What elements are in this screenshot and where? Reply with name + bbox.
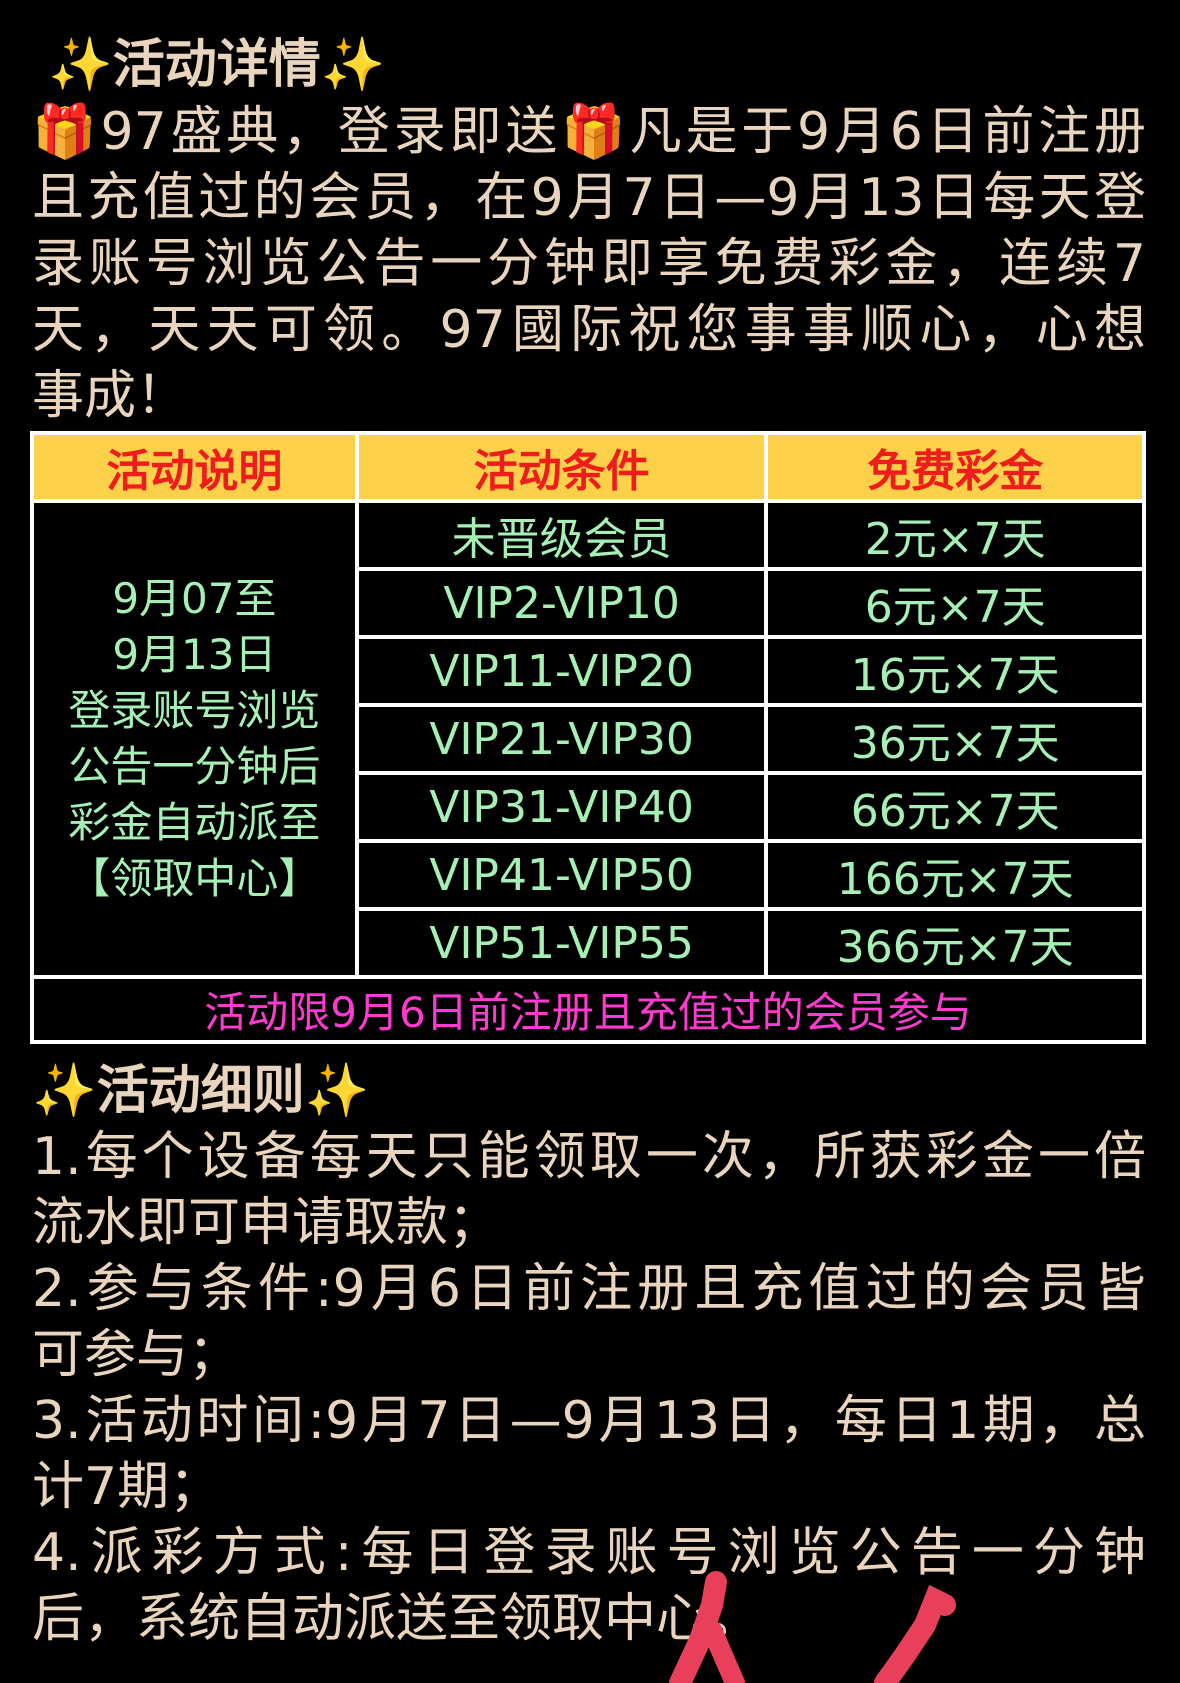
gift-icon: 🎁 bbox=[32, 102, 101, 162]
header-description: 活动说明 bbox=[30, 431, 359, 503]
table-row: VIP41-VIP50 166元×7天 bbox=[32, 839, 1146, 911]
section-title-rules: ✨活动细则✨ bbox=[32, 1061, 370, 1121]
table-header-row: 活动说明 活动条件 免费彩金 bbox=[30, 431, 1146, 503]
details-line: 天，天天可领。97國际祝您事事顺心，心想 bbox=[32, 300, 1146, 360]
details-line: 录账号浏览公告一分钟即享免费彩金，连续7 bbox=[32, 234, 1146, 294]
table-footer-row: 活动限9月6日前注册且充值过的会员参与 bbox=[30, 975, 1146, 1044]
sparkle-icon: ✨ bbox=[320, 35, 386, 95]
rule-line: 计7期； bbox=[32, 1457, 222, 1517]
table-row: VIP11-VIP20 16元×7天 bbox=[32, 635, 1146, 707]
condition-cell: VIP41-VIP50 bbox=[354, 839, 769, 911]
details-line: 事成！ bbox=[32, 366, 189, 426]
bonus-table: 活动说明 活动条件 免费彩金 9月07至 9月13日 登录账号浏览 公告一分钟后… bbox=[30, 431, 1146, 1044]
condition-cell: VIP2-VIP10 bbox=[354, 567, 769, 639]
description-cell: 9月07至 9月13日 登录账号浏览 公告一分钟后 彩金自动派至 【领取中心】 bbox=[30, 499, 359, 979]
table-row: VIP2-VIP10 6元×7天 bbox=[32, 567, 1146, 639]
condition-cell: VIP31-VIP40 bbox=[354, 771, 769, 843]
table-row: VIP51-VIP55 366元×7天 bbox=[32, 907, 1146, 979]
condition-cell: 未晋级会员 bbox=[354, 499, 769, 571]
condition-cell: VIP11-VIP20 bbox=[354, 635, 769, 707]
bonus-cell: 36元×7天 bbox=[764, 703, 1146, 775]
footer-note: 活动限9月6日前注册且充值过的会员参与 bbox=[30, 975, 1146, 1044]
sparkle-icon: ✨ bbox=[304, 1061, 370, 1121]
sparkle-icon: ✨ bbox=[48, 35, 113, 95]
bonus-cell: 6元×7天 bbox=[764, 567, 1146, 639]
rule-line: 流水即可申请取款； bbox=[32, 1193, 501, 1253]
rule-line: 4.派彩方式:每日登录账号浏览公告一分钟 bbox=[32, 1523, 1146, 1583]
condition-cell: VIP21-VIP30 bbox=[354, 703, 769, 775]
header-bonus: 免费彩金 bbox=[764, 431, 1146, 503]
gift-icon: 🎁 bbox=[561, 102, 630, 162]
table-row: VIP31-VIP40 66元×7天 bbox=[32, 771, 1146, 843]
details-line: 且充值过的会员，在9月7日—9月13日每天登 bbox=[32, 168, 1146, 228]
bonus-cell: 16元×7天 bbox=[764, 635, 1146, 707]
sparkle-icon: ✨ bbox=[32, 1061, 97, 1121]
rule-line: 1.每个设备每天只能领取一次，所获彩金一倍 bbox=[32, 1127, 1146, 1187]
bonus-cell: 66元×7天 bbox=[764, 771, 1146, 843]
table-row: VIP21-VIP30 36元×7天 bbox=[32, 703, 1146, 775]
rule-line: 后，系统自动派送至领取中心。 bbox=[32, 1589, 761, 1649]
bonus-cell: 166元×7天 bbox=[764, 839, 1146, 911]
red-stroke bbox=[874, 1584, 956, 1683]
section-title-details: ✨活动详情✨ bbox=[48, 35, 386, 95]
details-line: 🎁97盛典，登录即送🎁凡是于9月6日前注册 bbox=[32, 102, 1147, 162]
header-condition: 活动条件 bbox=[354, 431, 769, 503]
rule-line: 3.活动时间:9月7日—9月13日，每日1期，总 bbox=[32, 1391, 1146, 1451]
table-row: 9月07至 9月13日 登录账号浏览 公告一分钟后 彩金自动派至 【领取中心】 … bbox=[30, 499, 1146, 979]
bonus-cell: 2元×7天 bbox=[764, 499, 1146, 571]
red-stroke bbox=[702, 1620, 745, 1683]
rule-line: 可参与； bbox=[32, 1325, 241, 1385]
rule-line: 2.参与条件:9月6日前注册且充值过的会员皆 bbox=[32, 1259, 1146, 1319]
condition-cell: VIP51-VIP55 bbox=[354, 907, 769, 979]
bonus-cell: 366元×7天 bbox=[764, 907, 1146, 979]
